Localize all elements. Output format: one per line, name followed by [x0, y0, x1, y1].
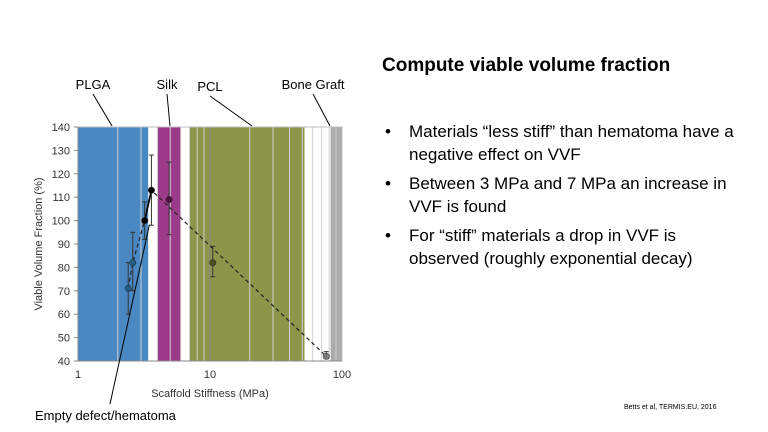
x-axis-title: Scaffold Stiffness (MPa) [151, 388, 269, 400]
bullet-dot: • [385, 226, 391, 245]
data-point [124, 285, 132, 292]
band-silk [157, 127, 181, 361]
slide-title: Compute viable volume fraction [382, 55, 671, 76]
bullet-dot: • [385, 174, 391, 193]
bullet-text: Materials “less stiff” than hematoma hav… [409, 122, 734, 164]
y-tick-label: 40 [58, 356, 70, 368]
y-tick-label: 120 [52, 169, 70, 181]
label-empty-defect-hematoma: Empty defect/hematoma [35, 408, 177, 423]
bullet-text: Between 3 MPa and 7 MPa an increase in V… [409, 174, 727, 216]
bullet-dot: • [385, 122, 391, 141]
callout-line [312, 93, 331, 127]
annotations: PLGA Silk PCL Bone Graft Empty defect/hemato… [35, 77, 345, 423]
bullet-item: • Between 3 MPa and 7 MPa an increase in… [382, 172, 742, 218]
bullet-item: • For “stiff” materials a drop in VVF is… [382, 224, 742, 270]
bullet-item: • Materials “less stiff” than hematoma h… [382, 120, 742, 166]
y-tick-label: 70 [58, 286, 70, 298]
y-tick-label: 100 [52, 216, 70, 228]
y-tick-label: 60 [58, 309, 70, 321]
y-tick-label: 90 [58, 239, 70, 251]
band-plga [78, 127, 149, 361]
label-plga: PLGA [76, 77, 111, 92]
bullet-text: For “stiff” materials a drop in VVF is o… [409, 226, 693, 268]
callout-line [109, 224, 150, 405]
data-point [322, 352, 330, 360]
data-point [129, 259, 137, 267]
material-bands [78, 127, 342, 361]
callout-line [209, 95, 253, 127]
y-tick-label: 140 [52, 122, 70, 134]
data-points [124, 154, 330, 360]
callout-line [92, 93, 113, 127]
data-point [141, 217, 149, 225]
y-tick-label: 50 [58, 333, 70, 345]
band-pcl [189, 127, 305, 361]
trend-lines [127, 189, 327, 357]
data-point [165, 196, 173, 203]
gridlines [117, 127, 337, 361]
label-bone-graft: Bone Graft [282, 77, 345, 92]
y-axis-title: Viable Volume Fraction (%) [33, 177, 45, 310]
y-tick-label: 130 [52, 145, 70, 157]
label-silk: Silk [157, 77, 178, 92]
bullet-list: • Materials “less stiff” than hematoma h… [382, 120, 742, 276]
label-pcl: PCL [197, 79, 222, 94]
data-point [209, 259, 217, 267]
y-tick-label: 80 [58, 262, 70, 274]
x-tick-label: 10 [204, 369, 216, 381]
solid-trend-line [143, 189, 153, 221]
dashed-trend-line [127, 189, 327, 357]
data-point [147, 186, 155, 194]
x-tick-label: 100 [333, 369, 351, 381]
y-tick-label: 110 [52, 192, 70, 204]
callout-line [166, 93, 171, 127]
x-tick-label: 1 [75, 369, 81, 381]
citation: Betts et al, TERMIS.EU, 2016 [624, 404, 717, 411]
